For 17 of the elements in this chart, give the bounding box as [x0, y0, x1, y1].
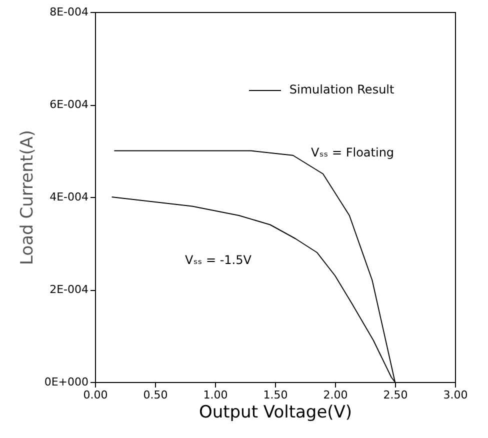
y-tick-label: 2E-004: [50, 283, 88, 296]
y-tick-label: 0E+000: [44, 376, 88, 388]
x-tick-label: 0.00: [83, 388, 108, 402]
text: Vₛₛ = -1.5V: [185, 252, 252, 267]
y-axis-title: Load Current(A): [17, 130, 38, 265]
x-tick-label: 1.00: [203, 388, 228, 402]
y-tick-label: 4E-004: [50, 190, 88, 204]
x-axis-title: Output Voltage(V): [198, 402, 352, 422]
x-tick-label: 1.50: [263, 388, 288, 402]
x-tick-label: 2.00: [323, 388, 348, 402]
annotation: Simulation Result: [289, 82, 395, 97]
x-tick-label: 3.00: [443, 388, 468, 402]
x-tick-label: 0.50: [143, 388, 168, 402]
y-tick-label: 8E-004: [50, 6, 88, 18]
series-label: Vₛₛ = Floating: [311, 146, 394, 160]
y-tick-label: 6E-004: [50, 98, 88, 111]
x-tick-label: 2.50: [383, 388, 408, 402]
